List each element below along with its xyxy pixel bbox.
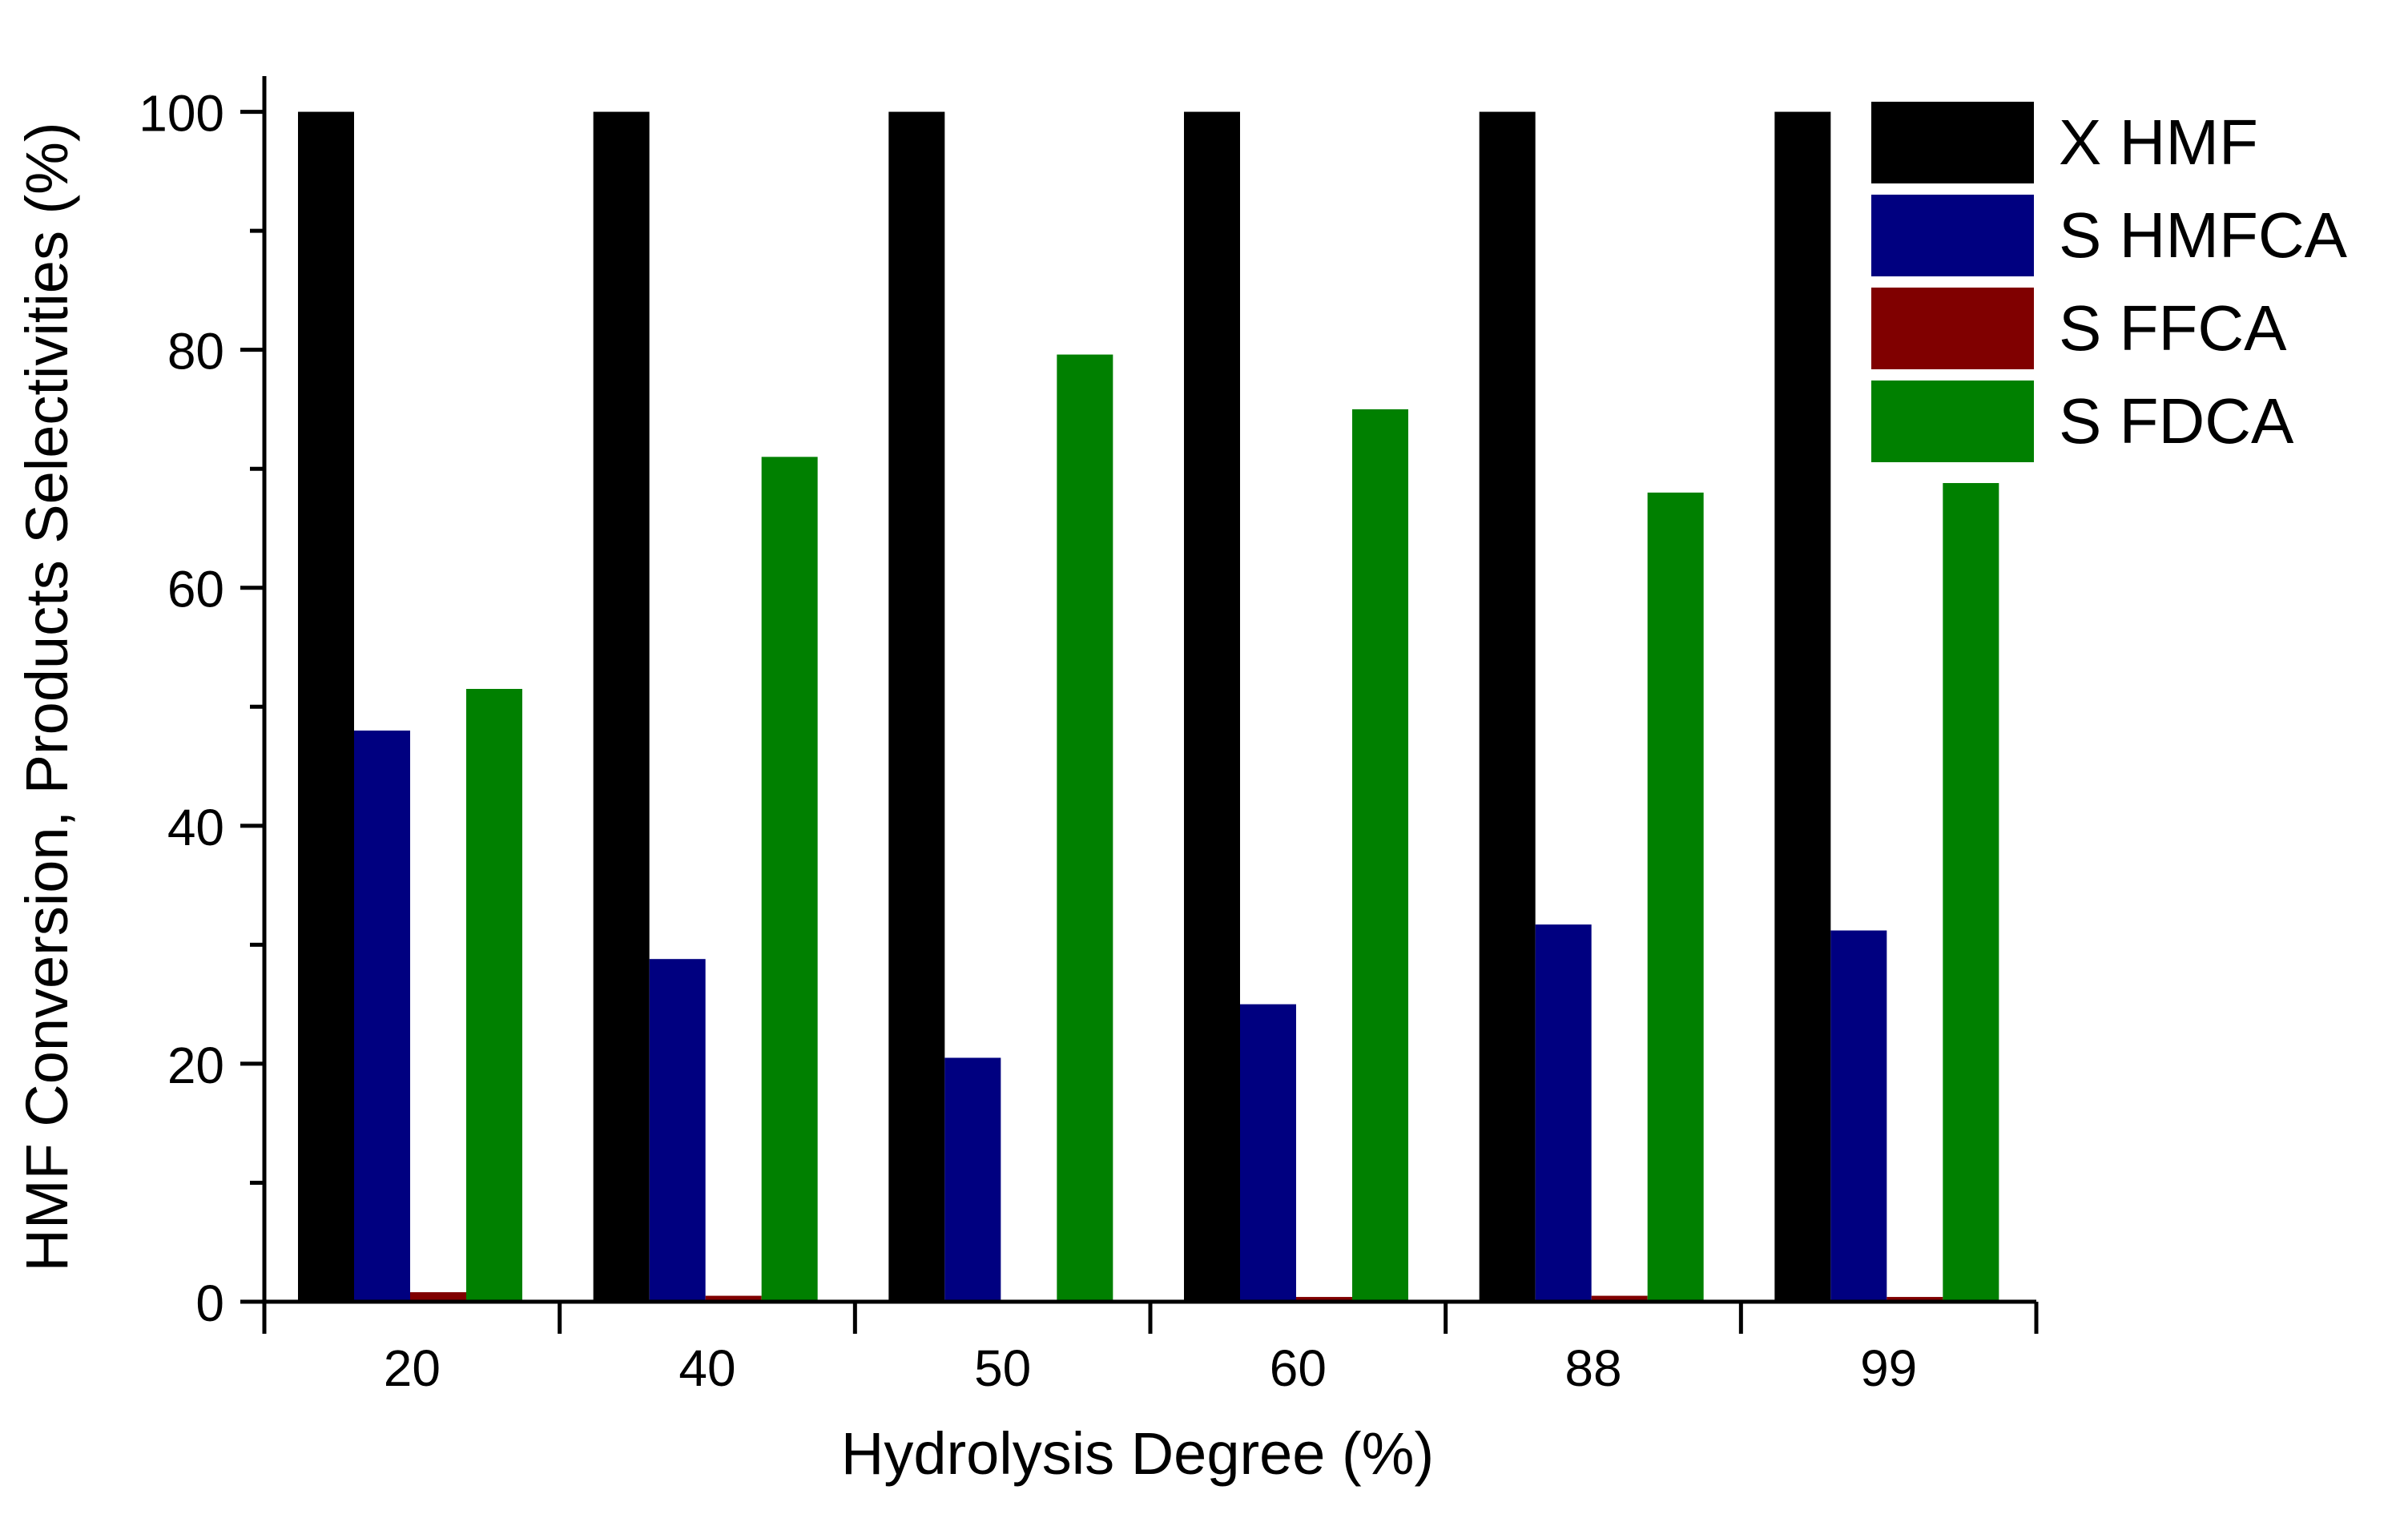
legend-swatch [1870, 193, 2036, 278]
x-tick-label: 40 [679, 1339, 735, 1397]
bars-group [298, 111, 1999, 1302]
x-tick-label: 50 [974, 1339, 1031, 1397]
bar-s-fdca-60 [1352, 409, 1408, 1302]
ticks-group: 0 20 40 60 80 100 20 40 50 60 88 99 [139, 85, 2039, 1397]
x-axis-title: Hydrolysis Degree (%) [841, 1420, 1434, 1487]
bar-s-fdca-99 [1943, 483, 1999, 1302]
bar-x-hmf-88 [1479, 111, 1536, 1302]
legend-swatch [1870, 379, 2036, 464]
legend-label: S FDCA [2059, 385, 2294, 457]
y-tick-label: 0 [195, 1274, 224, 1332]
legend-label: S HMFCA [2059, 199, 2348, 271]
bar-s-fdca-40 [761, 457, 818, 1302]
legend: X HMF S HMFCA S FFCA S FDCA [1870, 100, 2348, 464]
x-tick-label: 20 [384, 1339, 441, 1397]
bar-s-ffca-40 [705, 1295, 762, 1302]
legend-label: S FFCA [2059, 292, 2287, 364]
y-tick-label: 20 [167, 1037, 224, 1094]
legend-swatch [1870, 286, 2036, 371]
y-tick-label: 100 [139, 85, 224, 143]
y-tick-label: 60 [167, 561, 224, 618]
bar-x-hmf-60 [1184, 111, 1240, 1302]
bar-s-ffca-60 [1296, 1297, 1352, 1302]
bar-s-hmfca-20 [354, 730, 410, 1302]
axes-group [262, 76, 2036, 1334]
x-tick-label: 60 [1270, 1339, 1327, 1397]
bar-s-hmfca-40 [649, 959, 706, 1302]
bar-x-hmf-50 [888, 111, 945, 1302]
bar-s-fdca-20 [466, 689, 522, 1302]
bar-s-ffca-88 [1591, 1295, 1648, 1302]
bar-s-hmfca-60 [1240, 1004, 1296, 1302]
bar-s-hmfca-99 [1830, 930, 1887, 1302]
bar-s-ffca-99 [1887, 1297, 1943, 1302]
y-tick-label: 40 [167, 799, 224, 856]
bar-s-ffca-20 [410, 1292, 466, 1302]
bar-s-hmfca-50 [944, 1057, 1001, 1302]
x-tick-label: 88 [1564, 1339, 1621, 1397]
legend-label: X HMF [2059, 107, 2258, 178]
bar-s-fdca-88 [1647, 492, 1704, 1302]
x-tick-label: 99 [1860, 1339, 1917, 1397]
bar-s-fdca-50 [1057, 354, 1113, 1302]
bar-x-hmf-20 [298, 111, 354, 1302]
y-tick-label: 80 [167, 323, 224, 381]
legend-swatch [1870, 100, 2036, 185]
y-axis-title: HMF Conversion, Products Selectivities (… [14, 122, 80, 1271]
bar-s-hmfca-88 [1535, 924, 1592, 1302]
bar-x-hmf-99 [1774, 111, 1831, 1302]
bar-x-hmf-40 [593, 111, 650, 1302]
